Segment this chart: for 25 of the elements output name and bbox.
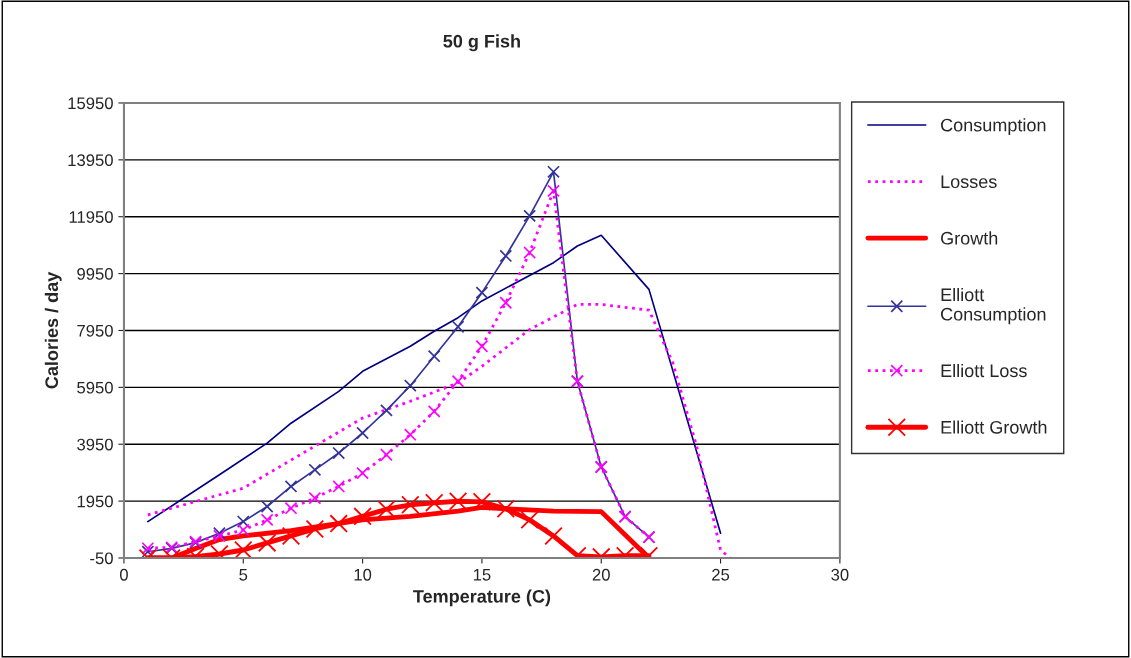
y-tick-label: 15950	[68, 97, 113, 110]
x-tick-label: 10	[354, 568, 372, 581]
y-tick-label: 7950	[77, 324, 113, 337]
x-axis-title: Temperature (C)	[413, 589, 551, 607]
y-axis-title: Calories / day	[44, 271, 62, 389]
legend-label: Consumption	[941, 118, 1046, 136]
x-tick-label: 5	[239, 569, 248, 581]
y-tick-label: 9950	[77, 268, 113, 280]
legend-label: Elliott Consumption	[941, 287, 1046, 325]
x-tick-label: 25	[712, 568, 730, 581]
x-tick-label: 15	[473, 569, 491, 581]
y-tick-label: -50	[90, 552, 113, 565]
x-tick-label: 30	[831, 568, 849, 581]
y-tick-label: 13950	[68, 154, 113, 167]
x-tick-label: 20	[592, 568, 610, 581]
y-tick-label: 5950	[77, 381, 113, 394]
x-tick-label: 0	[119, 568, 128, 581]
y-tick-label: 11950	[69, 211, 113, 223]
legend-label: Losses	[941, 175, 997, 189]
legend-label: Elliott Growth	[941, 420, 1047, 434]
legend-label: Elliott Loss	[941, 363, 1027, 378]
y-tick-label: 3950	[77, 438, 113, 451]
chart-title: 50 g Fish	[443, 34, 520, 52]
y-tick-label: 1950	[77, 495, 113, 508]
legend-label: Growth	[941, 231, 998, 245]
